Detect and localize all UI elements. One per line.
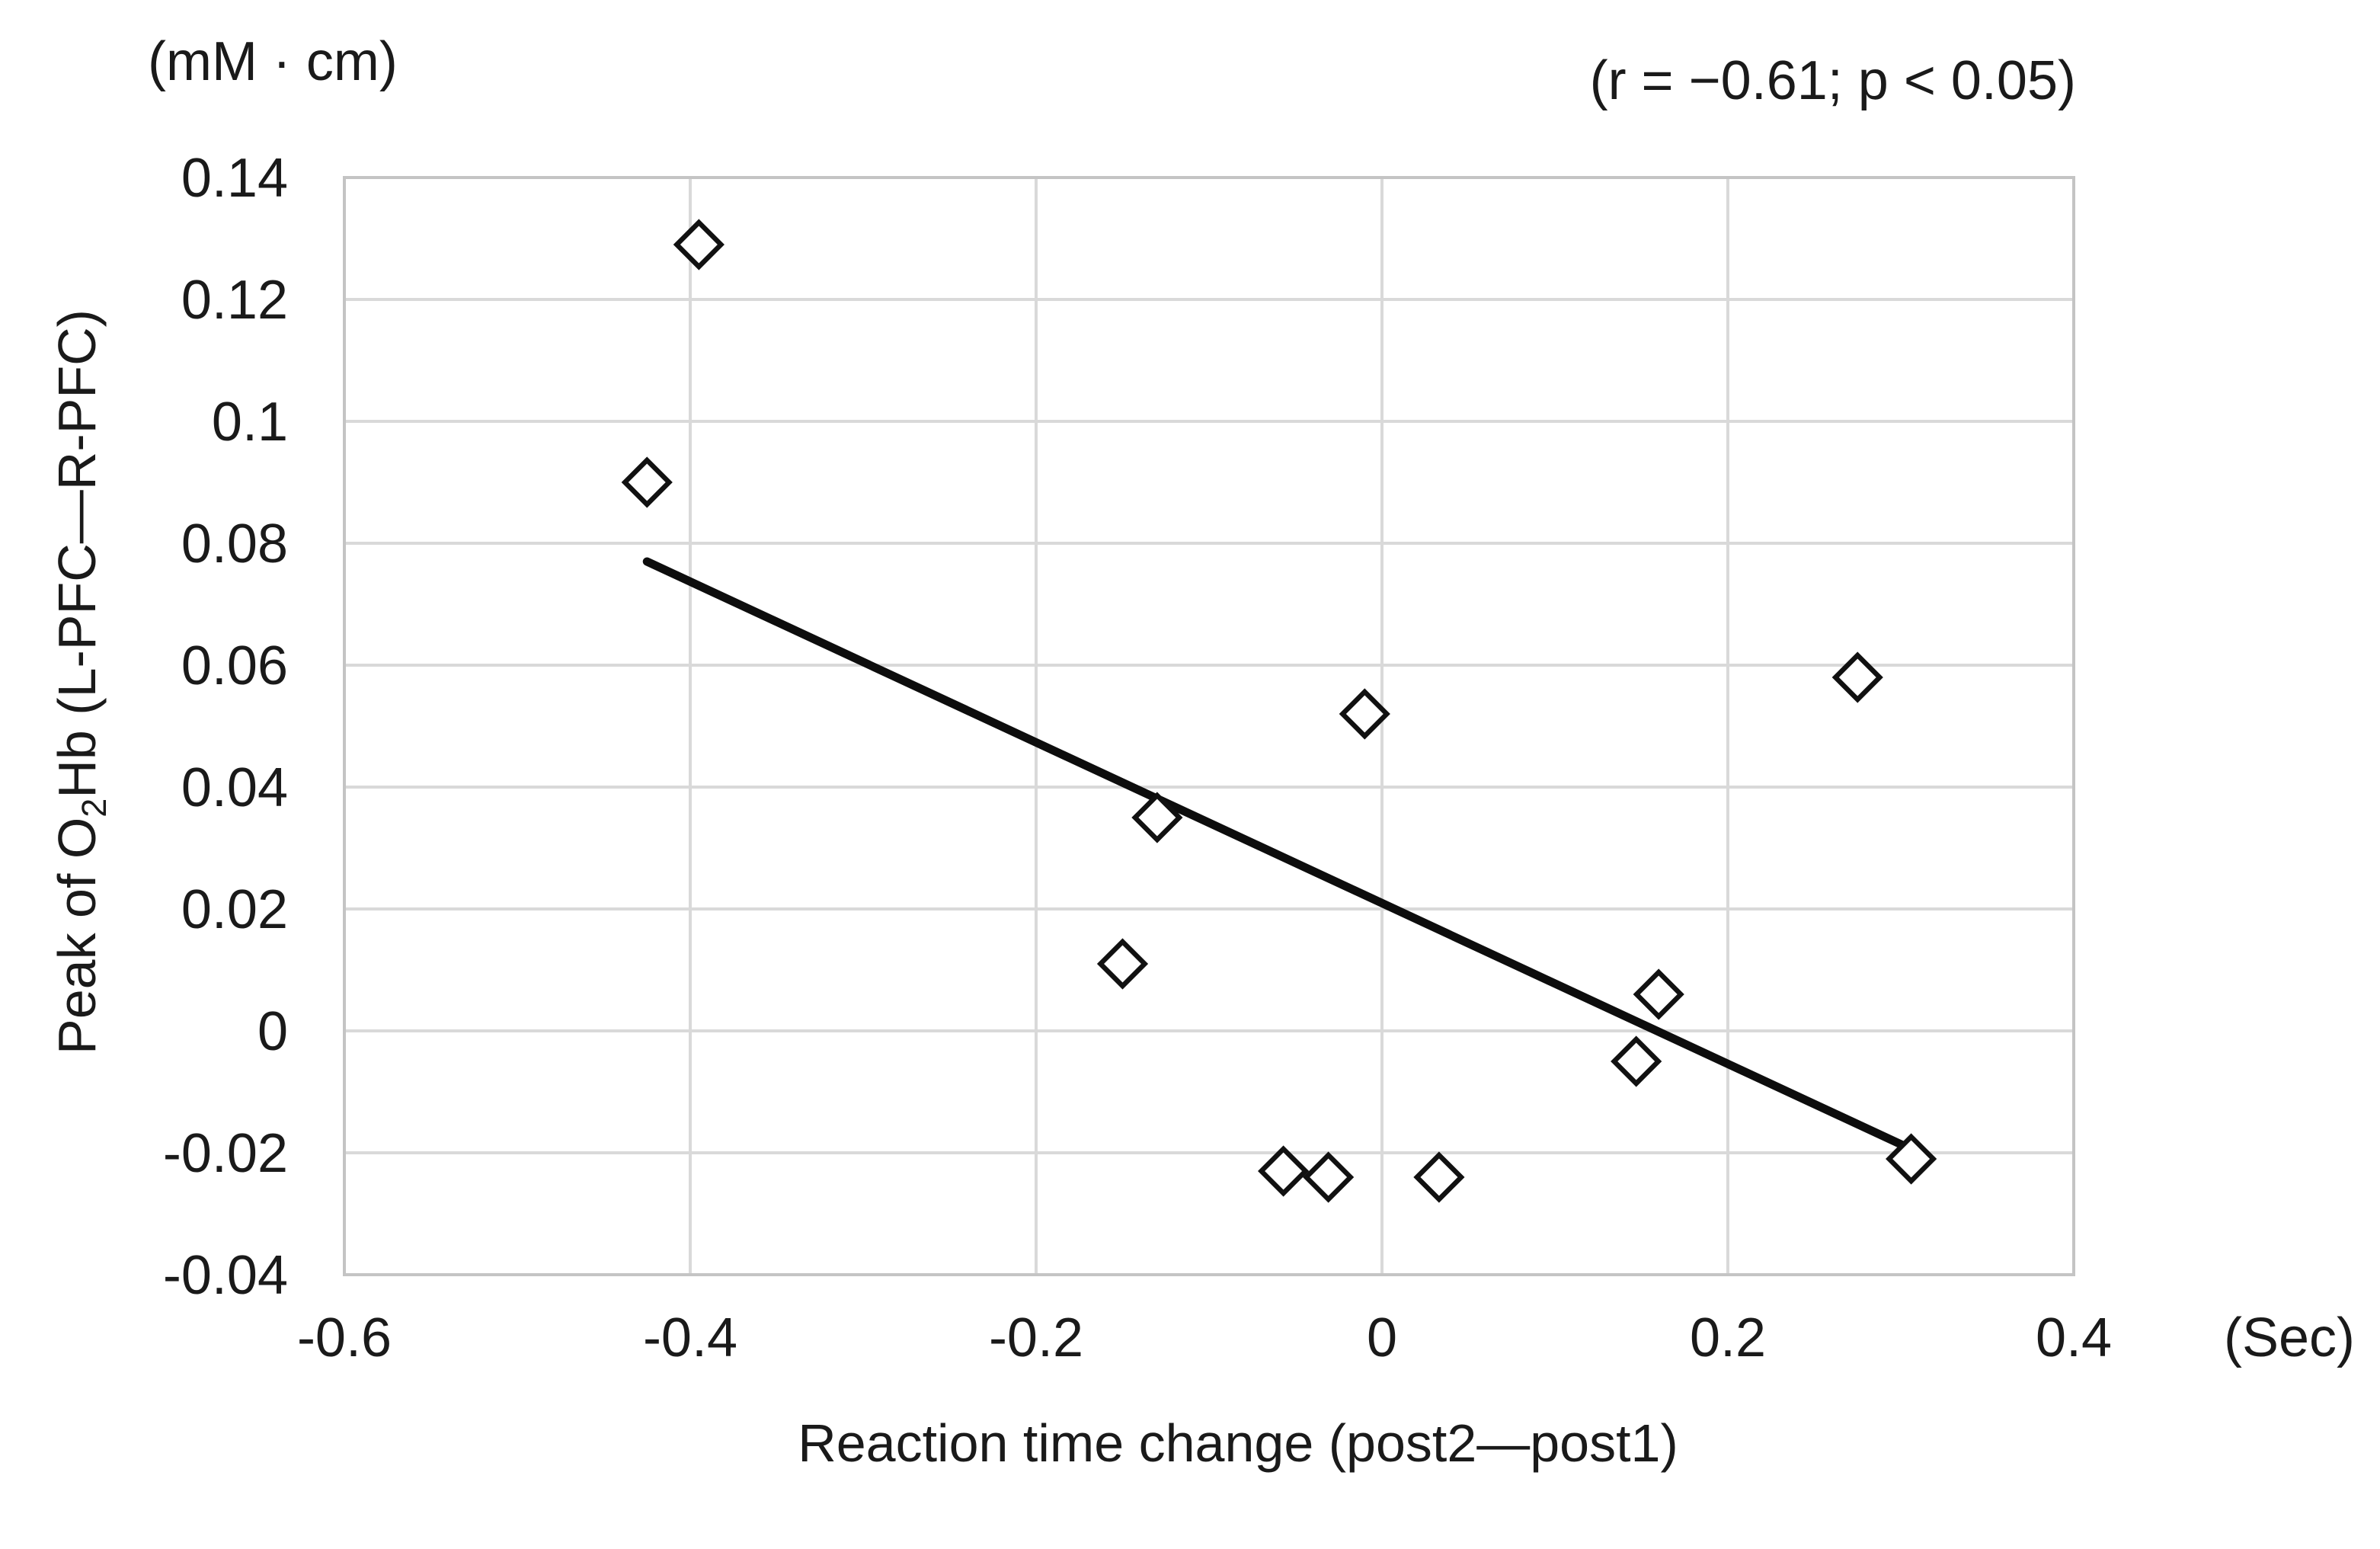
data-point-diamond — [1303, 1151, 1355, 1203]
x-tick-label: -0.4 — [643, 1307, 737, 1368]
x-tick-label: 0 — [1367, 1307, 1397, 1368]
data-point-diamond — [1413, 1151, 1465, 1203]
data-point-diamond — [1831, 651, 1883, 703]
y-tick-label: 0.04 — [181, 757, 288, 818]
y-axis-title: Peak of O2Hb (L-PFC—R-PFC) — [47, 309, 114, 1055]
y-axis-title-pre: Peak of O — [47, 818, 107, 1055]
y-tick-label: 0.12 — [181, 270, 288, 331]
y-tick-label: 0.1 — [212, 392, 288, 453]
x-axis-unit-label: (Sec) — [2224, 1307, 2355, 1368]
y-tick-label: 0.14 — [181, 148, 288, 209]
data-point-diamond — [1131, 792, 1183, 843]
correlation-annotation: (r = −0.61; p < 0.05) — [1590, 50, 2076, 111]
plot-border — [343, 176, 2075, 1276]
y-tick-label: 0.08 — [181, 514, 288, 574]
data-point-diamond — [673, 219, 725, 270]
y-axis-unit-label: (mM · cm) — [148, 31, 398, 92]
y-tick-label: 0.06 — [181, 635, 288, 696]
x-axis-title: Reaction time change (post2—post1) — [798, 1413, 1678, 1473]
data-point-diamond — [1611, 1035, 1662, 1087]
data-point-diamond — [1633, 968, 1684, 1020]
y-axis-title-post: Hb (L-PFC—R-PFC) — [47, 309, 107, 799]
chart-marks — [621, 219, 1937, 1203]
data-point-diamond — [1096, 938, 1149, 990]
tick-labels: 0.140.120.10.080.060.040.020-0.02-0.04-0… — [163, 148, 2112, 1368]
y-tick-label: -0.02 — [163, 1123, 288, 1184]
gridlines — [343, 176, 2075, 1276]
data-point-diamond — [1886, 1133, 1937, 1185]
data-point-diamond — [1258, 1145, 1310, 1197]
y-tick-label: 0.02 — [181, 879, 288, 940]
data-point-diamond — [621, 456, 673, 508]
x-tick-label: -0.6 — [297, 1307, 392, 1368]
x-tick-label: 0.2 — [1690, 1307, 1766, 1368]
y-tick-label: -0.04 — [163, 1245, 288, 1306]
x-tick-label: 0.4 — [2036, 1307, 2112, 1368]
y-tick-label: 0 — [258, 1001, 288, 1062]
y-axis-title-sub: 2 — [75, 799, 114, 818]
trend-line — [642, 557, 1911, 1151]
x-tick-label: -0.2 — [989, 1307, 1083, 1368]
data-point-diamond — [1339, 688, 1390, 740]
